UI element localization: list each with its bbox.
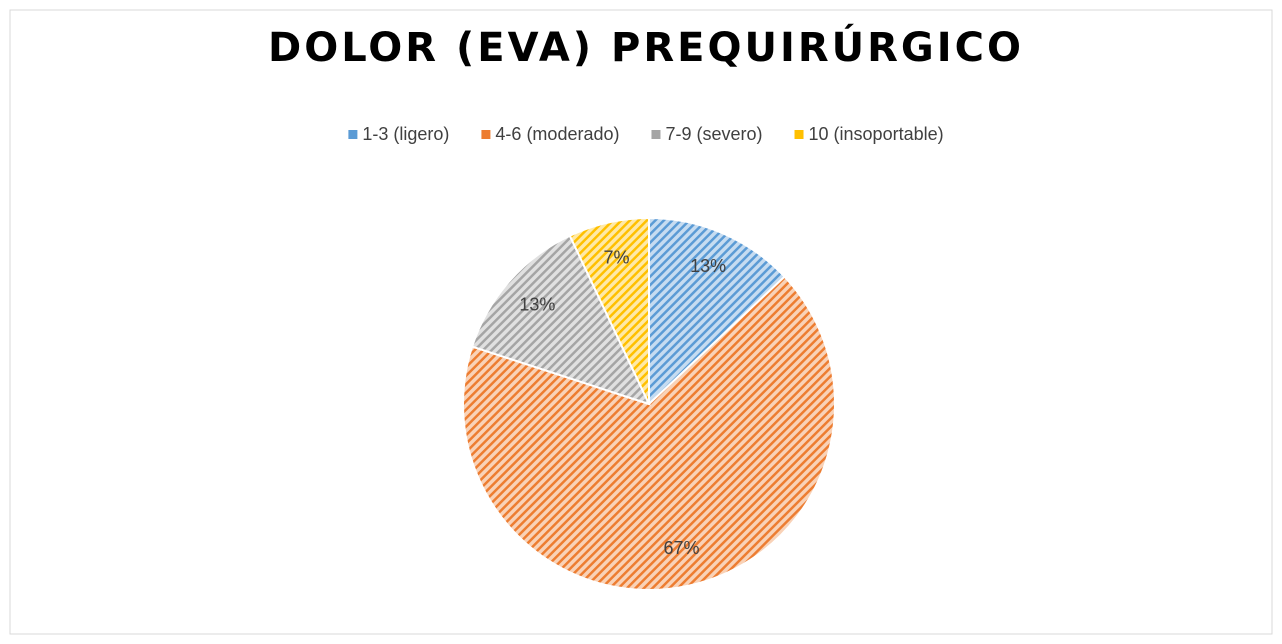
legend-swatch	[794, 130, 804, 139]
legend-swatch	[651, 130, 661, 139]
legend-swatch	[481, 130, 491, 139]
legend-swatch	[348, 130, 358, 139]
pie-slice	[470, 234, 651, 406]
legend-text: 7-9 (severo)	[665, 124, 762, 144]
slice-label: 13%	[519, 294, 555, 314]
slice-label: 67%	[663, 538, 699, 558]
slice-label: 7%	[604, 248, 630, 268]
pie-slice	[462, 275, 836, 591]
legend-text: 4-6 (moderado)	[495, 124, 619, 144]
legend: 1-3 (ligero) 4-6 (moderado) 7-9 (severo) 10…	[348, 124, 944, 144]
slice-label: 13%	[690, 256, 726, 276]
legend-text: 10 (insoportable)	[809, 124, 944, 144]
pie-slice	[568, 216, 650, 405]
legend-text: 1-3 (ligero)	[362, 124, 449, 144]
chart-title: DOLOR (EVA) PREQUIRÚRGICO	[268, 23, 1024, 71]
pie-slice	[648, 216, 787, 407]
